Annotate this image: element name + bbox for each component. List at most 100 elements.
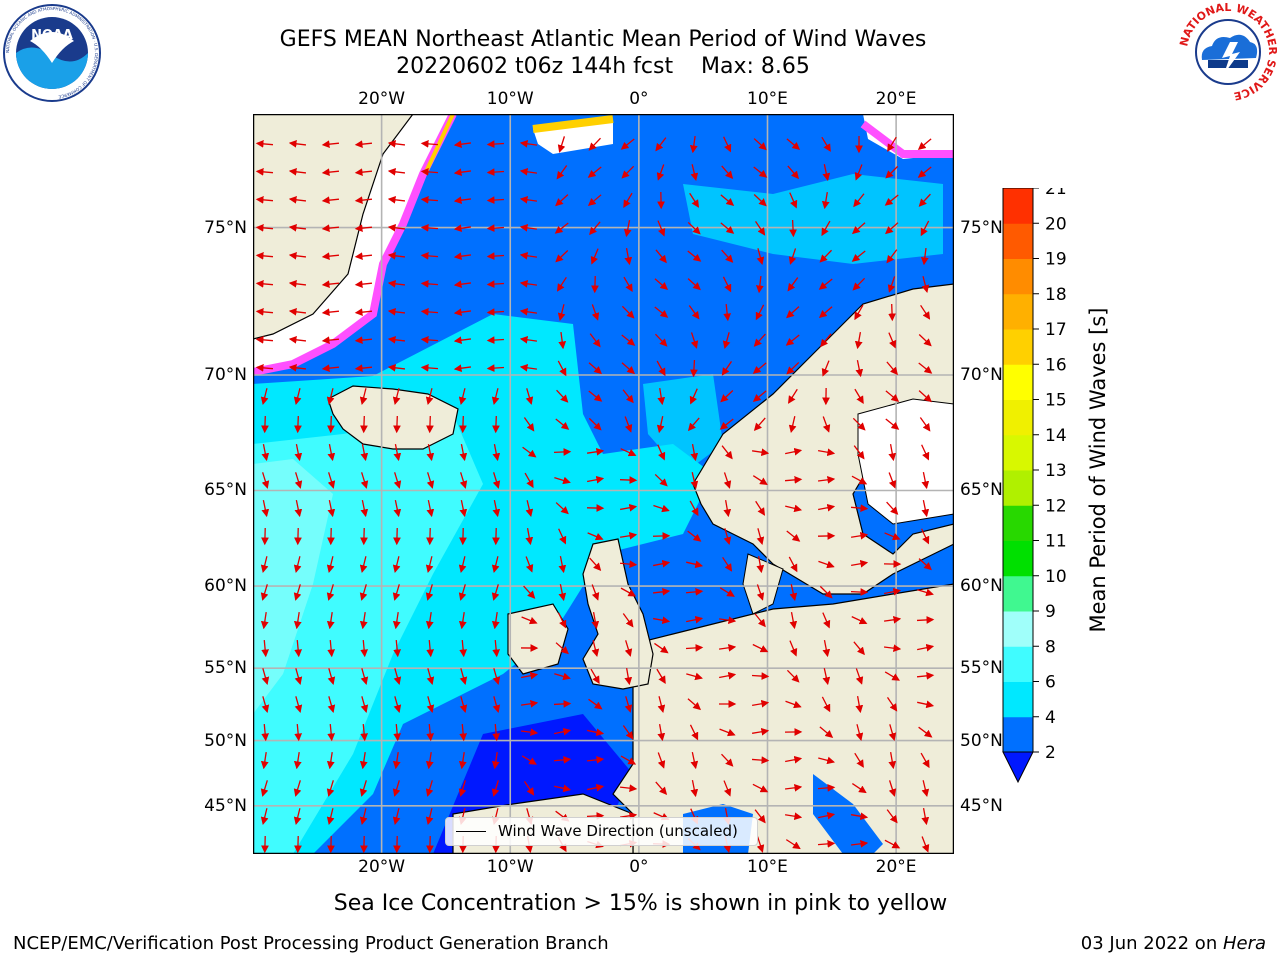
colorbar-tick-label: 4	[1045, 708, 1056, 728]
lat-tick-label-right: 65°N	[960, 480, 1003, 501]
wave-direction-arrow	[721, 165, 734, 179]
wave-direction-arrow	[392, 780, 401, 797]
wave-direction-arrow	[525, 388, 534, 405]
wave-direction-arrow	[520, 728, 539, 737]
wave-direction-arrow	[459, 639, 468, 658]
wave-direction-arrow	[587, 166, 602, 178]
wave-direction-arrow	[620, 448, 637, 457]
wave-direction-arrow	[687, 250, 702, 262]
lat-tick-label-left: 70°N	[204, 364, 247, 385]
lat-tick-label-right: 45°N	[960, 795, 1003, 816]
wave-direction-arrow	[523, 585, 536, 599]
lon-tick-label-bottom: 10°E	[747, 857, 788, 877]
wave-direction-arrow	[884, 194, 899, 206]
wave-direction-arrow	[294, 696, 303, 713]
wave-direction-arrow	[492, 639, 501, 658]
wave-direction-arrow	[392, 751, 401, 770]
wave-direction-arrow	[294, 444, 303, 462]
wave-direction-arrow	[294, 500, 303, 518]
wave-direction-arrow	[556, 165, 568, 180]
wave-direction-arrow	[851, 222, 866, 235]
wave-direction-arrow	[387, 139, 406, 148]
wave-direction-arrow	[458, 556, 467, 574]
wave-direction-arrow	[718, 643, 737, 652]
wave-direction-arrow	[491, 556, 500, 574]
wave-direction-arrow	[558, 528, 567, 545]
lat-tick-label-right: 60°N	[960, 576, 1003, 597]
wave-direction-arrow	[854, 388, 864, 404]
wave-direction-arrow	[426, 723, 435, 742]
graticule	[253, 114, 954, 854]
wave-direction-arrow	[821, 220, 831, 237]
wave-direction-arrow	[818, 306, 833, 319]
wave-direction-arrow	[854, 752, 864, 768]
wave-direction-arrow	[619, 811, 638, 820]
wave-direction-arrow	[754, 809, 766, 824]
wave-direction-arrow	[818, 503, 836, 512]
wave-direction-arrow	[784, 783, 803, 792]
wave-direction-arrow	[850, 531, 869, 540]
colorbar-segment	[1003, 223, 1033, 259]
wave-direction-arrow	[354, 308, 373, 317]
wave-direction-arrow	[521, 616, 538, 625]
wave-direction-arrow	[853, 445, 865, 460]
wave-direction-arrow	[553, 755, 572, 764]
lat-tick-label-left: 55°N	[204, 658, 247, 679]
wave-direction-arrow	[855, 696, 864, 714]
wave-direction-arrow	[354, 336, 373, 345]
wave-direction-arrow	[426, 668, 435, 685]
wave-direction-arrow	[459, 668, 468, 685]
wave-direction-arrow	[555, 642, 569, 655]
wave-direction-arrow	[354, 140, 373, 149]
wave-direction-arrow	[420, 195, 439, 204]
wave-direction-arrow	[420, 251, 439, 260]
colorbar-segment	[1003, 681, 1033, 718]
colorbar-tick-label: 14	[1045, 426, 1067, 446]
wave-direction-arrow	[458, 388, 467, 406]
wave-direction-arrow	[591, 612, 600, 630]
wave-direction-arrow	[492, 444, 501, 462]
wave-direction-arrow	[852, 277, 866, 291]
wave-direction-arrow	[623, 276, 633, 293]
wave-direction-arrow	[392, 611, 401, 630]
wave-direction-arrow	[817, 839, 836, 848]
wave-direction-arrow	[327, 668, 336, 685]
wave-direction-arrow	[321, 196, 340, 205]
wave-direction-arrow	[589, 221, 601, 236]
wave-direction-arrow	[786, 306, 800, 319]
wave-direction-arrow	[818, 811, 836, 820]
wave-direction-arrow	[387, 279, 406, 288]
wave-direction-arrow	[558, 556, 567, 574]
wave-direction-arrow	[293, 388, 302, 406]
wave-direction-arrow	[786, 530, 801, 542]
wave-direction-arrow	[591, 584, 600, 601]
colorbar-tick-label: 8	[1045, 637, 1056, 657]
wave-direction-arrow	[255, 251, 274, 260]
wave-direction-arrow	[656, 416, 665, 434]
wave-direction-arrow	[486, 252, 505, 260]
denmark-land	[742, 553, 784, 615]
wave-direction-arrow	[855, 668, 864, 685]
wave-direction-arrow	[654, 473, 668, 487]
noaa-logo: NOAA NATIONAL OCEANIC AND ATMOSPHERIC AD…	[3, 4, 101, 102]
wave-direction-arrow	[622, 613, 634, 628]
wave-direction-arrow	[426, 472, 435, 489]
wave-direction-arrow	[886, 249, 898, 264]
lon-tick-label-top: 20°E	[875, 89, 917, 109]
wave-direction-arrow	[687, 417, 700, 432]
wave-direction-arrow	[486, 168, 505, 176]
wave-direction-arrow	[918, 726, 933, 738]
wave-direction-arrow	[619, 560, 638, 569]
wave-direction-arrow	[657, 220, 666, 237]
wave-direction-arrow	[555, 502, 569, 515]
wave-direction-arrow	[486, 140, 505, 148]
map-legend: Wind Wave Direction (unscaled)	[445, 817, 758, 846]
wave-direction-arrow	[883, 644, 902, 653]
wave-direction-arrow	[261, 639, 270, 658]
wave-direction-arrow	[393, 472, 402, 489]
wave-direction-arrow	[491, 584, 500, 601]
wave-direction-arrow	[519, 363, 538, 372]
wave-direction-arrow	[492, 472, 501, 489]
wave-direction-arrow	[558, 331, 567, 350]
wave-direction-arrow	[293, 808, 302, 826]
